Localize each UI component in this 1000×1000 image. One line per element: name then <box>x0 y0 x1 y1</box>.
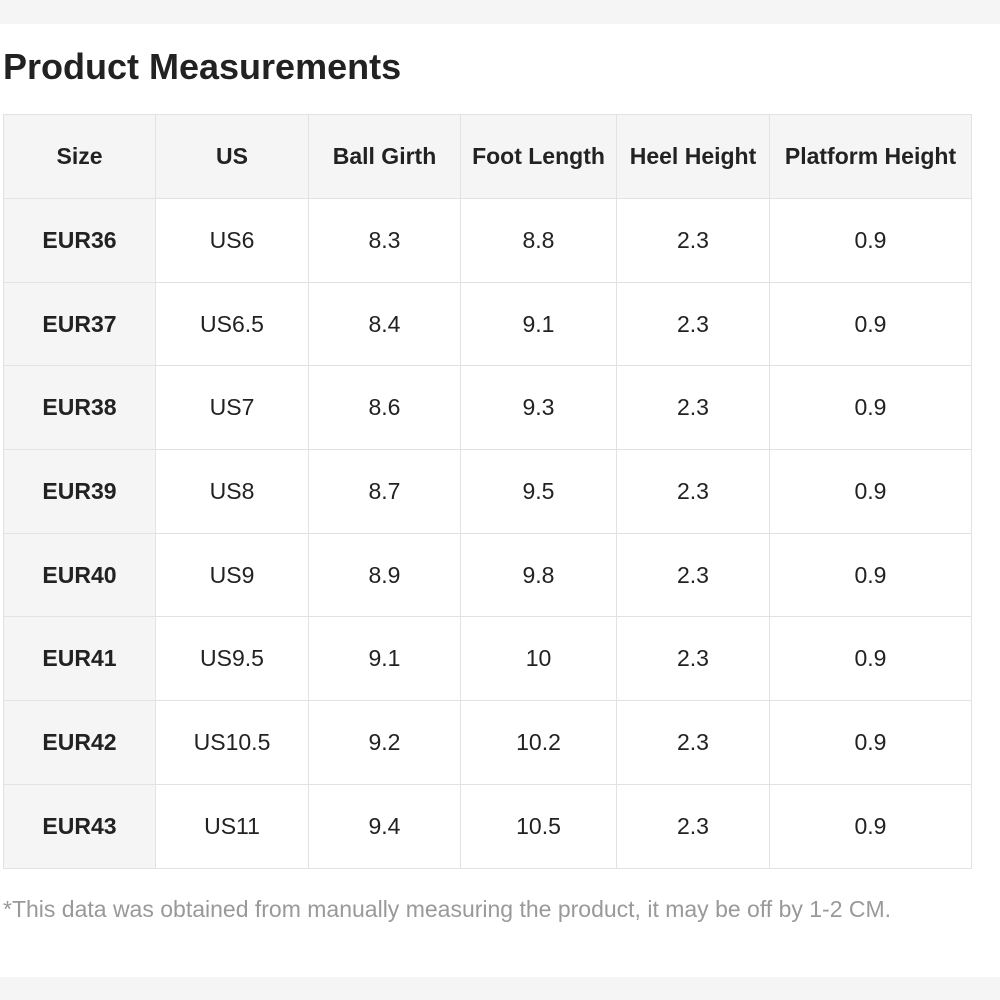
table-cell: 9.1 <box>308 616 461 702</box>
size-cell: EUR40 <box>3 532 156 618</box>
size-cell: EUR41 <box>3 616 156 702</box>
table-cell: 2.3 <box>616 783 770 869</box>
table-cell: 2.3 <box>616 616 770 702</box>
column-header: US <box>155 114 309 199</box>
table-cell: 2.3 <box>616 449 770 534</box>
table-cell: 2.3 <box>616 198 770 283</box>
header-row: Size US Ball Girth Foot Length Heel Height Pl… <box>3 114 972 199</box>
table-row: EUR40 US9 8.9 9.8 2.3 0.9 <box>3 532 972 618</box>
table-cell: 8.7 <box>308 449 461 534</box>
table-cell: US7 <box>155 365 309 451</box>
table-cell: 8.4 <box>308 281 461 367</box>
table-cell: 0.9 <box>769 198 972 283</box>
table-cell: US6.5 <box>155 281 309 367</box>
size-cell: EUR43 <box>3 783 156 869</box>
table-cell: 0.9 <box>769 700 972 785</box>
table-cell: 2.3 <box>616 365 770 451</box>
table-cell: 0.9 <box>769 365 972 451</box>
column-header: Foot Length <box>460 114 617 199</box>
table-cell: 9.4 <box>308 783 461 869</box>
table-cell: 2.3 <box>616 700 770 785</box>
column-header: Platform Height <box>769 114 972 199</box>
size-cell: EUR38 <box>3 365 156 451</box>
size-cell: EUR36 <box>3 198 156 283</box>
table-cell: 9.8 <box>460 532 617 618</box>
size-cell: EUR37 <box>3 281 156 367</box>
bottom-band <box>0 977 1000 1000</box>
table-cell: 2.3 <box>616 532 770 618</box>
table-cell: 9.3 <box>460 365 617 451</box>
table-cell: 9.2 <box>308 700 461 785</box>
table-cell: 8.6 <box>308 365 461 451</box>
table-row: EUR37 US6.5 8.4 9.1 2.3 0.9 <box>3 281 972 367</box>
table-row: EUR42 US10.5 9.2 10.2 2.3 0.9 <box>3 700 972 785</box>
table-cell: US9.5 <box>155 616 309 702</box>
table-cell: 8.9 <box>308 532 461 618</box>
table-row: EUR39 US8 8.7 9.5 2.3 0.9 <box>3 449 972 534</box>
size-cell: EUR39 <box>3 449 156 534</box>
table-cell: 9.5 <box>460 449 617 534</box>
table-cell: 10.2 <box>460 700 617 785</box>
table-row: EUR36 US6 8.3 8.8 2.3 0.9 <box>3 198 972 283</box>
table-row: EUR43 US11 9.4 10.5 2.3 0.9 <box>3 783 972 869</box>
table-cell: 0.9 <box>769 783 972 869</box>
table-cell: US11 <box>155 783 309 869</box>
column-header: Size <box>3 114 156 199</box>
table-row: EUR41 US9.5 9.1 10 2.3 0.9 <box>3 616 972 702</box>
table-cell: US9 <box>155 532 309 618</box>
column-header: Ball Girth <box>308 114 461 199</box>
table-cell: 0.9 <box>769 449 972 534</box>
table-cell: US10.5 <box>155 700 309 785</box>
table-cell: 0.9 <box>769 281 972 367</box>
page-title: Product Measurements <box>3 46 402 87</box>
table-cell: 0.9 <box>769 616 972 702</box>
table-cell: US8 <box>155 449 309 534</box>
table-cell: 2.3 <box>616 281 770 367</box>
measurement-table: Size US Ball Girth Foot Length Heel Height Pl… <box>3 114 972 869</box>
table-cell: 10 <box>460 616 617 702</box>
table-cell: 8.3 <box>308 198 461 283</box>
table-cell: 8.8 <box>460 198 617 283</box>
top-band <box>0 0 1000 24</box>
footnote: *This data was obtained from manually me… <box>3 896 892 922</box>
size-cell: EUR42 <box>3 700 156 785</box>
table-row: EUR38 US7 8.6 9.3 2.3 0.9 <box>3 365 972 451</box>
table-cell: 0.9 <box>769 532 972 618</box>
table-cell: US6 <box>155 198 309 283</box>
table-cell: 9.1 <box>460 281 617 367</box>
table-cell: 10.5 <box>460 783 617 869</box>
column-header: Heel Height <box>616 114 770 199</box>
